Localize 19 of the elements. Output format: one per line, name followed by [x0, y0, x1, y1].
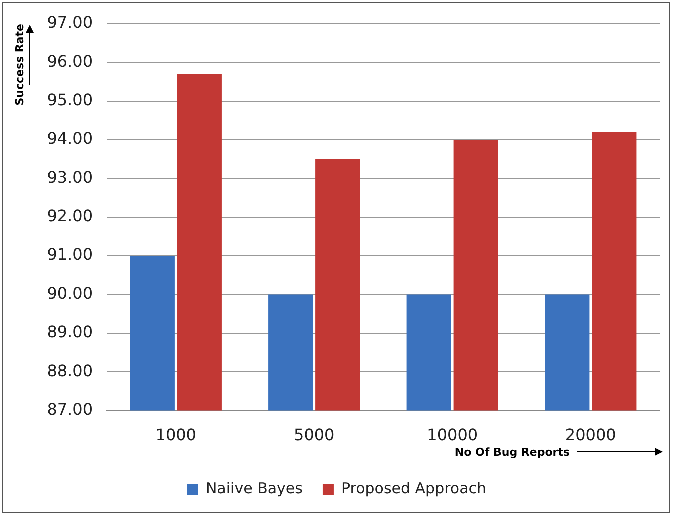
- y-tick-label: 89.00: [47, 322, 94, 342]
- y-tick-label: 96.00: [47, 52, 94, 71]
- y-tick-label: 92.00: [47, 206, 94, 226]
- x-axis-title: No Of Bug Reports: [454, 446, 570, 459]
- y-tick-label: 93.00: [47, 168, 94, 187]
- y-tick-label: 94.00: [47, 129, 94, 148]
- legend-label: Naiive Bayes: [206, 479, 304, 498]
- x-tick-label: 1000: [156, 426, 196, 445]
- y-axis-title: Success Rate: [13, 24, 26, 106]
- y-tick-label: 95.00: [47, 90, 94, 110]
- y-tick-label: 87.00: [47, 400, 94, 419]
- y-tick-label: 97.00: [47, 13, 94, 32]
- y-tick-label: 91.00: [47, 245, 94, 264]
- x-tick-label: 20000: [565, 426, 616, 445]
- x-tick-label: 10000: [427, 426, 478, 445]
- y-tick-label: 88.00: [47, 361, 94, 380]
- y-tick-label: 90.00: [47, 284, 94, 303]
- legend-label: Proposed Approach: [341, 479, 487, 498]
- x-tick-label: 5000: [294, 426, 335, 445]
